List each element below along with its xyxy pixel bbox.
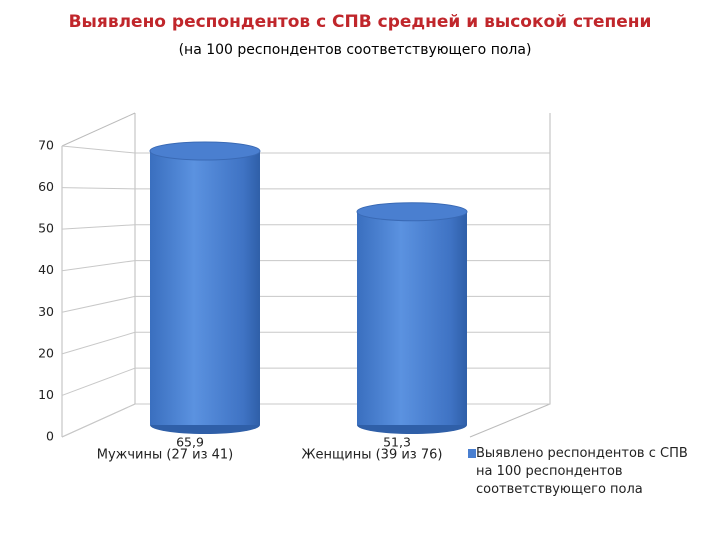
y-tick-label: 10	[38, 387, 54, 402]
grid-line	[61, 187, 550, 190]
wall-edge	[61, 112, 136, 147]
y-tick-label: 40	[38, 262, 54, 277]
y-tick-label: 60	[38, 179, 54, 194]
y-tick-label: 70	[38, 138, 54, 153]
y-tick-label: 0	[46, 429, 54, 444]
value-label: 51,3	[383, 435, 411, 450]
y-tick-label: 20	[38, 345, 54, 360]
legend-swatch	[468, 449, 476, 458]
bar	[357, 211, 467, 425]
y-tick-label: 50	[38, 221, 54, 236]
grid-line	[61, 403, 550, 438]
floor-edge	[469, 403, 551, 438]
bar	[150, 151, 260, 425]
bar-top	[149, 141, 261, 161]
grid-line	[61, 145, 550, 154]
bar-top	[356, 202, 468, 222]
value-label: 65,9	[176, 435, 204, 450]
x-tick-label: Мужчины (27 из 41)	[97, 448, 234, 463]
chart-title: Выявлено респондентов с СПВ средней и вы…	[69, 12, 652, 32]
x-tick-label: Женщины (39 из 76)	[302, 448, 443, 463]
legend-label: Выявлено респондентов с СПВ на 100 респо…	[476, 446, 688, 497]
chart-subtitle: (на 100 респондентов соответствующего по…	[179, 42, 532, 58]
y-tick-label: 30	[38, 304, 54, 319]
